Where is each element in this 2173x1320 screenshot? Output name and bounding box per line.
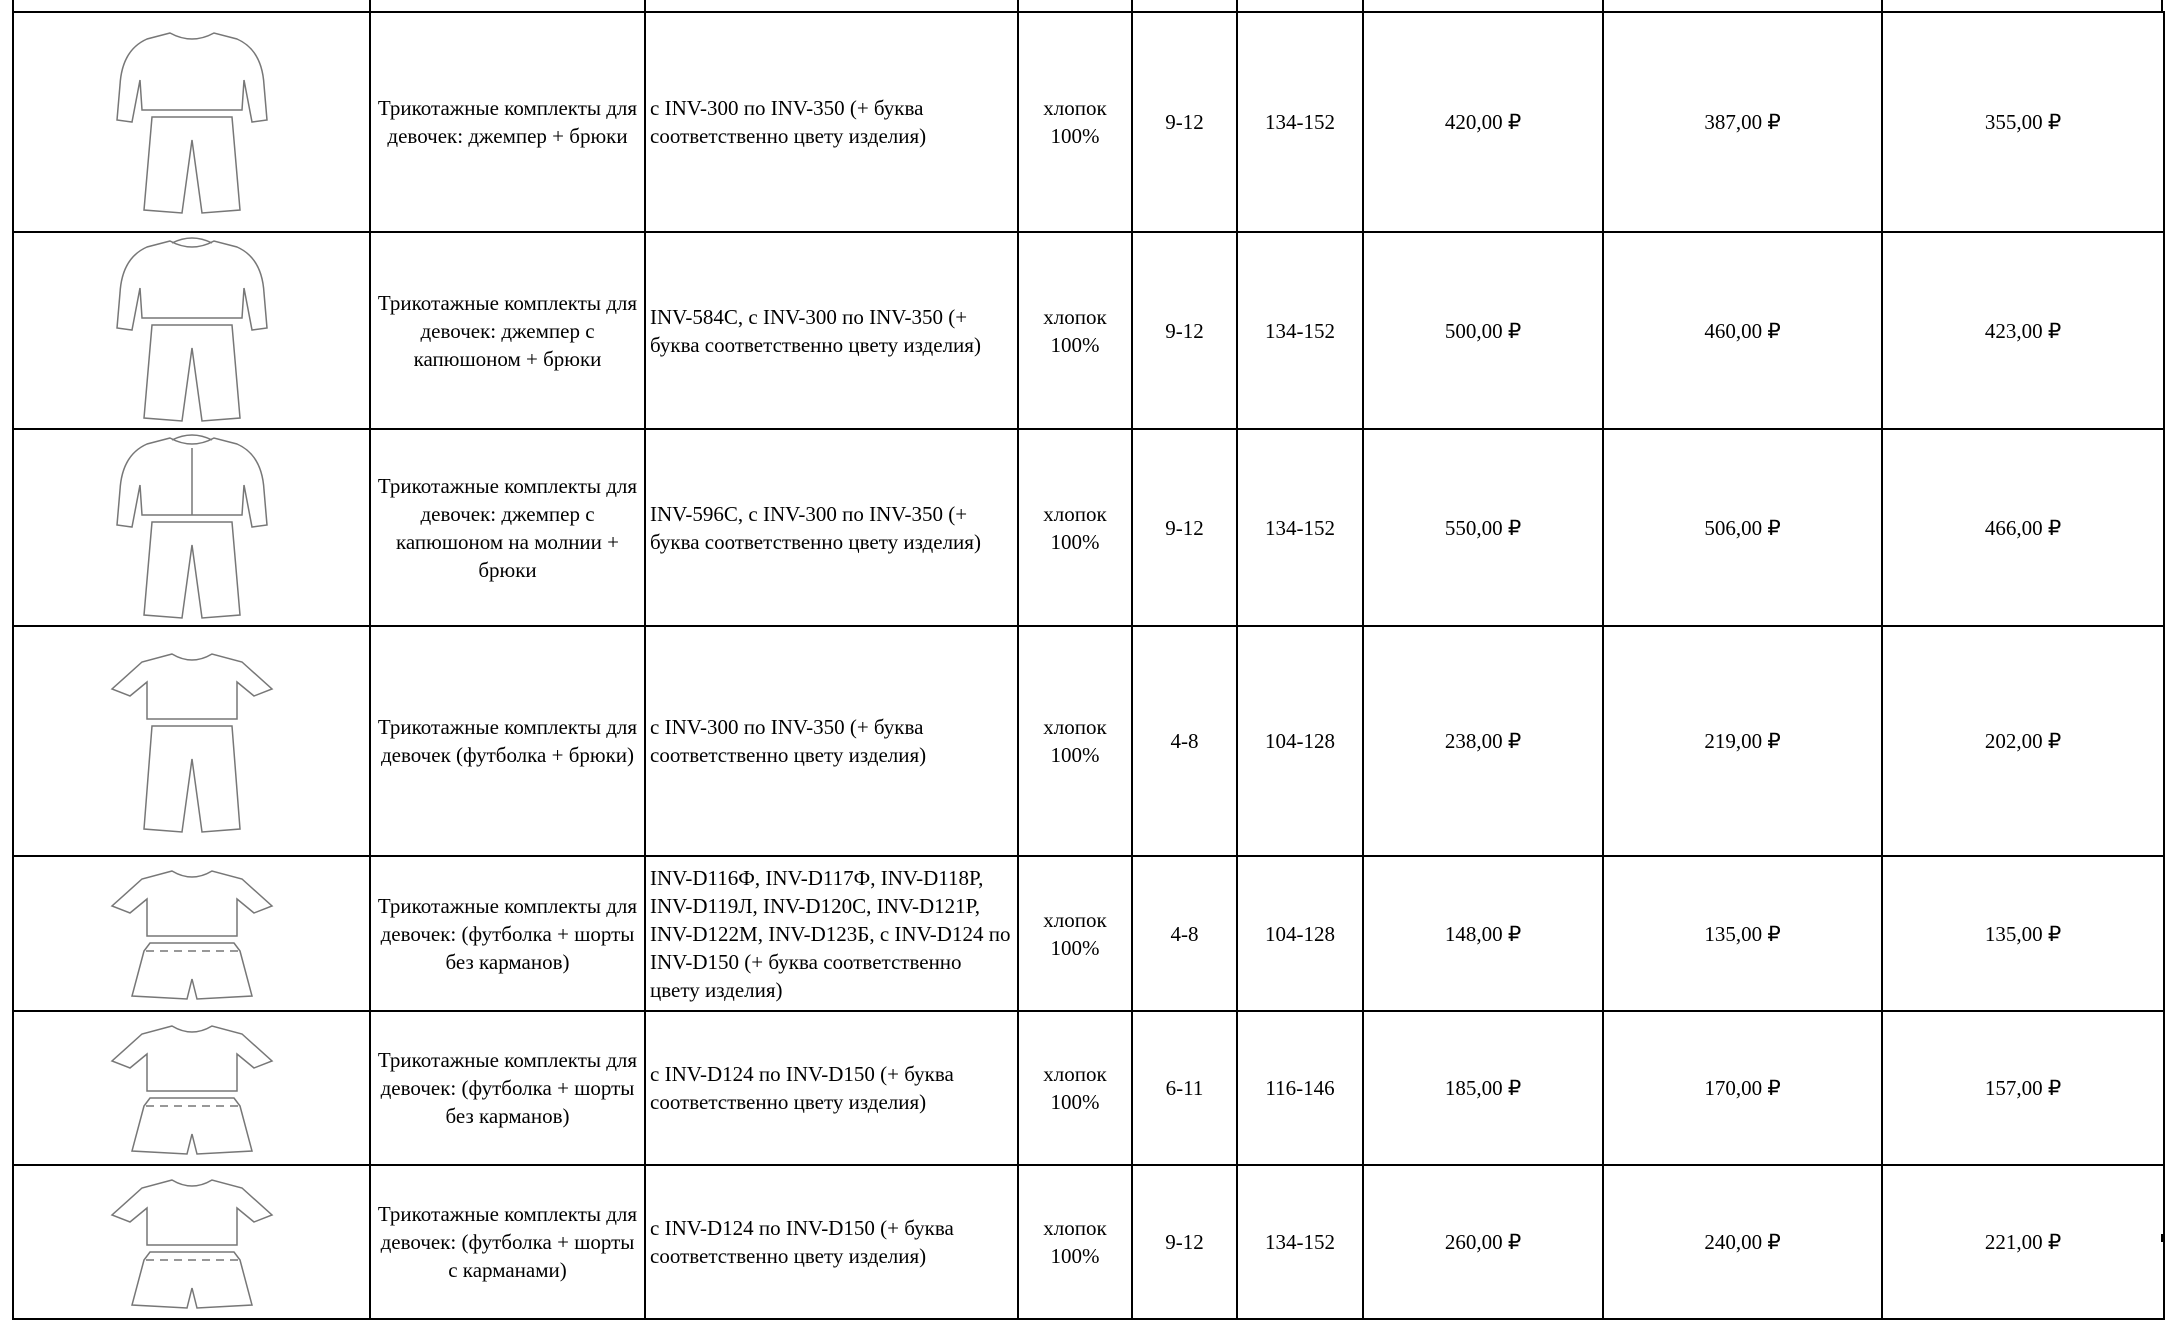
previous-row-stub [12,0,2163,11]
cell-article: INV-584С, с INV-300 по INV-350 (+ буква … [644,231,1019,430]
cell-price1: 238,00 ₽ [1362,625,1604,857]
cell-material: хлопок 100% [1017,231,1133,430]
cell-price2: 219,00 ₽ [1602,625,1883,857]
cell-material: хлопок 100% [1017,855,1133,1012]
table-row: Трикотажные комплекты для девочек: (футб… [12,1010,2165,1166]
tshirt-pants-image-icon [12,625,371,857]
cell-price1: 500,00 ₽ [1362,231,1604,430]
table-row: Трикотажные комплекты для девочек: джемп… [12,428,2165,627]
cell-price1: 260,00 ₽ [1362,1164,1604,1320]
cell-name: Трикотажные комплекты для девочек: джемп… [369,428,646,627]
cell-article: с INV-D124 по INV-D150 (+ буква соответс… [644,1164,1019,1320]
next-row-stub [12,1234,2163,1242]
cell-price1: 550,00 ₽ [1362,428,1604,627]
cell-name: Трикотажные комплекты для девочек: джемп… [369,11,646,233]
cell-material: хлопок 100% [1017,1164,1133,1320]
cell-price1: 420,00 ₽ [1362,11,1604,233]
price-table: Трикотажные комплекты для девочек: джемп… [12,11,2165,1320]
cell-name: Трикотажные комплекты для девочек: (футб… [369,1010,646,1166]
cell-price2: 170,00 ₽ [1602,1010,1883,1166]
table-row: Трикотажные комплекты для девочек: джемп… [12,231,2165,430]
cell-price3: 135,00 ₽ [1881,855,2165,1012]
cell-article: INV-596С, с INV-300 по INV-350 (+ буква … [644,428,1019,627]
cell-name: Трикотажные комплекты для девочек: (футб… [369,1164,646,1320]
cell-article: с INV-D124 по INV-D150 (+ буква соответс… [644,1010,1019,1166]
tshirt-shorts-image-icon [12,1164,371,1320]
cell-name: Трикотажные комплекты для девочек: джемп… [369,231,646,430]
cell-size: 104-128 [1236,625,1364,857]
cell-size: 104-128 [1236,855,1364,1012]
cell-price3: 202,00 ₽ [1881,625,2165,857]
sweatshirt-pants-image-icon [12,11,371,233]
cell-age: 6-11 [1131,1010,1238,1166]
cell-price3: 355,00 ₽ [1881,11,2165,233]
cell-name: Трикотажные комплекты для девочек (футбо… [369,625,646,857]
cell-price3: 221,00 ₽ [1881,1164,2165,1320]
cell-price1: 185,00 ₽ [1362,1010,1604,1166]
cell-size: 134-152 [1236,231,1364,430]
cell-article: с INV-300 по INV-350 (+ буква соответств… [644,11,1019,233]
table-row: Трикотажные комплекты для девочек (футбо… [12,625,2165,857]
cell-size: 134-152 [1236,11,1364,233]
cell-price2: 135,00 ₽ [1602,855,1883,1012]
cell-price2: 506,00 ₽ [1602,428,1883,627]
cell-age: 9-12 [1131,11,1238,233]
cell-material: хлопок 100% [1017,428,1133,627]
cell-age: 9-12 [1131,231,1238,430]
cell-material: хлопок 100% [1017,625,1133,857]
cell-age: 4-8 [1131,855,1238,1012]
zip-hoodie-pants-image-icon [12,428,371,627]
cell-price2: 460,00 ₽ [1602,231,1883,430]
table-row: Трикотажные комплекты для девочек: (футб… [12,855,2165,1012]
cell-age: 9-12 [1131,428,1238,627]
cell-size: 134-152 [1236,428,1364,627]
cell-price2: 387,00 ₽ [1602,11,1883,233]
table-row: Трикотажные комплекты для девочек: (футб… [12,1164,2165,1320]
cell-price3: 466,00 ₽ [1881,428,2165,627]
table-row: Трикотажные комплекты для девочек: джемп… [12,11,2165,233]
cell-age: 9-12 [1131,1164,1238,1320]
cell-age: 4-8 [1131,625,1238,857]
cell-article: с INV-300 по INV-350 (+ буква соответств… [644,625,1019,857]
cell-price1: 148,00 ₽ [1362,855,1604,1012]
cell-name: Трикотажные комплекты для девочек: (футб… [369,855,646,1012]
cell-size: 134-152 [1236,1164,1364,1320]
cell-material: хлопок 100% [1017,1010,1133,1166]
hoodie-pants-image-icon [12,231,371,430]
cell-size: 116-146 [1236,1010,1364,1166]
cell-price3: 157,00 ₽ [1881,1010,2165,1166]
cell-article: INV-D116Ф, INV-D117Ф, INV-D118Р, INV-D11… [644,855,1019,1012]
cell-price2: 240,00 ₽ [1602,1164,1883,1320]
cell-price3: 423,00 ₽ [1881,231,2165,430]
tshirt-shorts-image-icon [12,855,371,1012]
tshirt-shorts-image-icon [12,1010,371,1166]
cell-material: хлопок 100% [1017,11,1133,233]
